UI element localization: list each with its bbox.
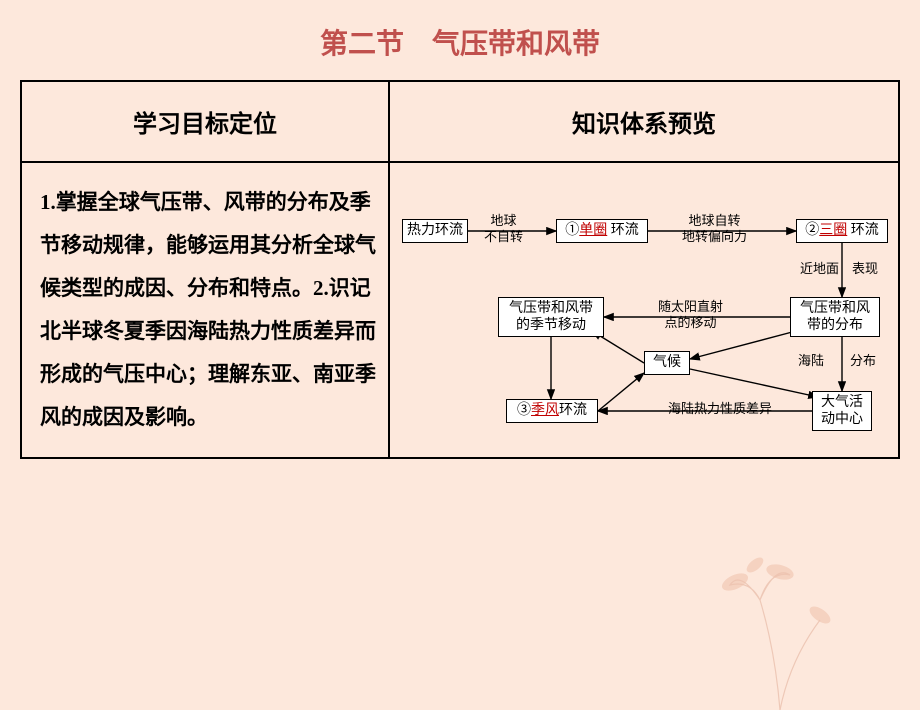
- header-right: 知识体系预览: [389, 81, 899, 162]
- diagram-edge-label: 地球不自转: [484, 213, 523, 244]
- diagram-node: 气候: [644, 351, 690, 375]
- diagram-node: 大气活动中心: [812, 391, 872, 431]
- diagram-node: 热力环流: [402, 219, 468, 243]
- diagram-edge-label: 海陆: [798, 353, 824, 369]
- knowledge-diagram: 热力环流 ①单圈 环流 ②三圈 环流气压带和风带的季节移动 气压带和风带的分布气候 ③季…: [398, 213, 890, 443]
- diagram-node: ①单圈 环流: [556, 219, 648, 243]
- content-table: 学习目标定位 知识体系预览 1.掌握全球气压带、风带的分布及季节移动规律，能够运…: [20, 80, 900, 459]
- diagram-edge-label: 随太阳直射点的移动: [658, 299, 723, 330]
- diagram-edge-label: 地球自转地转偏向力: [682, 213, 747, 244]
- flower-decoration: [680, 510, 880, 710]
- header-left: 学习目标定位: [21, 81, 389, 162]
- diagram-node: 气压带和风带的分布: [790, 297, 880, 337]
- diagram-edge-label: 海陆热力性质差异: [668, 401, 772, 417]
- diagram-edge-label: 表现: [852, 261, 878, 277]
- diagram-node: ②三圈 环流: [796, 219, 888, 243]
- diagram-node: 气压带和风带的季节移动: [498, 297, 604, 337]
- page-title: 第二节 气压带和风带: [0, 0, 920, 80]
- learning-objectives: 1.掌握全球气压带、风带的分布及季节移动规律，能够运用其分析全球气候类型的成因、…: [22, 163, 388, 457]
- diagram-node: ③季风环流: [506, 399, 598, 423]
- diagram-edge-label: 分布: [850, 353, 876, 369]
- diagram-edge-label: 近地面: [800, 261, 839, 277]
